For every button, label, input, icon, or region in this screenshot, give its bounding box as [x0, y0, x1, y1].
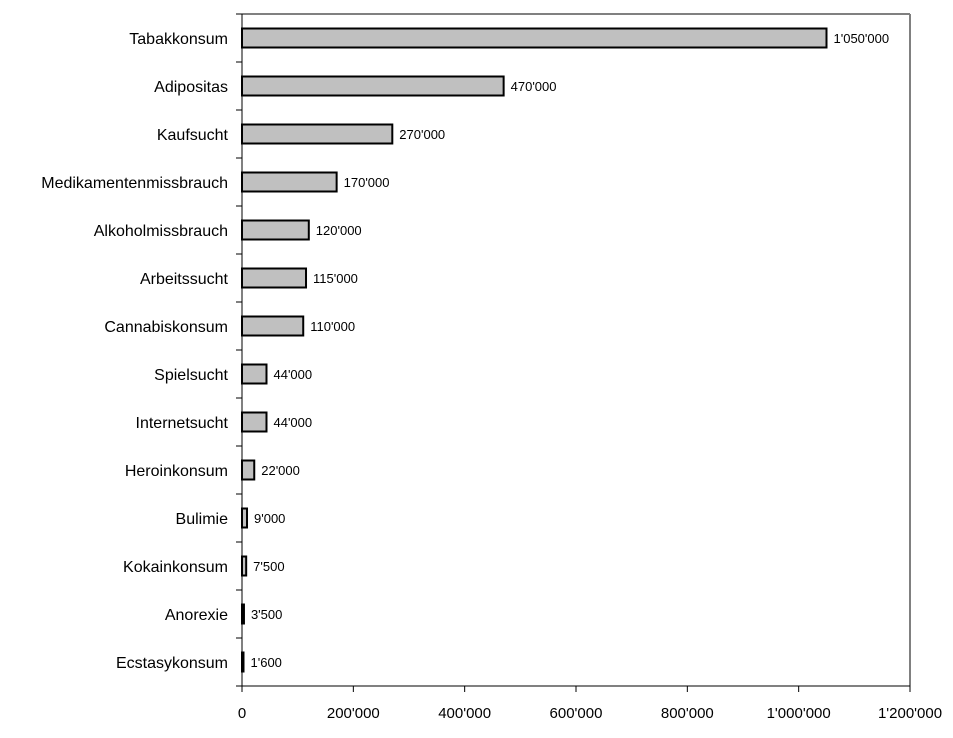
category-label: Adipositas	[154, 79, 228, 96]
value-label: 120'000	[316, 223, 362, 238]
category-label: Ecstasykonsum	[116, 655, 228, 672]
bar-adipositas	[241, 75, 505, 97]
value-label: 1'050'000	[834, 31, 890, 46]
category-label: Internetsucht	[136, 415, 229, 432]
value-label: 9'000	[254, 511, 285, 526]
bar-internetsucht	[241, 411, 268, 433]
value-label: 470'000	[511, 79, 557, 94]
value-label: 1'600	[251, 655, 282, 670]
category-label: Bulimie	[176, 511, 229, 528]
category-label: Tabakkonsum	[129, 31, 228, 48]
x-tick-label: 600'000	[550, 705, 603, 722]
category-label: Kokainkonsum	[123, 559, 228, 576]
bar-tabakkonsum	[241, 27, 828, 49]
x-tick-label: 1'000'000	[767, 705, 831, 722]
value-label: 44'000	[273, 415, 312, 430]
bar-heroinkonsum	[241, 459, 256, 481]
value-label: 170'000	[344, 175, 390, 190]
value-label: 3'500	[251, 607, 282, 622]
value-label: 44'000	[273, 367, 312, 382]
category-label: Spielsucht	[154, 367, 228, 384]
bar-bulimie	[241, 507, 249, 529]
value-label: 270'000	[399, 127, 445, 142]
x-tick-label: 200'000	[327, 705, 380, 722]
x-tick-label: 400'000	[438, 705, 491, 722]
category-label: Alkoholmissbrauch	[94, 223, 228, 240]
bar-alkoholmissbrauch	[241, 219, 310, 241]
x-tick-label: 0	[238, 705, 246, 722]
category-label: Kaufsucht	[157, 127, 229, 144]
x-tick-label: 1'200'000	[878, 705, 942, 722]
category-label: Arbeitssucht	[140, 271, 229, 288]
x-tick-label: 800'000	[661, 705, 714, 722]
value-label: 22'000	[261, 463, 300, 478]
value-label: 7'500	[253, 559, 284, 574]
bar-arbeitssucht	[241, 267, 308, 289]
bar-cannabiskonsum	[241, 315, 305, 337]
bar-kaufsucht	[241, 123, 394, 145]
category-label: Anorexie	[165, 607, 228, 624]
bar-medikamentenmissbrauch	[241, 171, 338, 193]
value-label: 110'000	[310, 319, 355, 334]
category-label: Cannabiskonsum	[104, 319, 228, 336]
category-label: Medikamentenmissbrauch	[41, 175, 228, 192]
category-label: Heroinkonsum	[125, 463, 228, 480]
bar-kokainkonsum	[241, 555, 248, 577]
value-label: 115'000	[313, 271, 358, 286]
bar-spielsucht	[241, 363, 268, 385]
